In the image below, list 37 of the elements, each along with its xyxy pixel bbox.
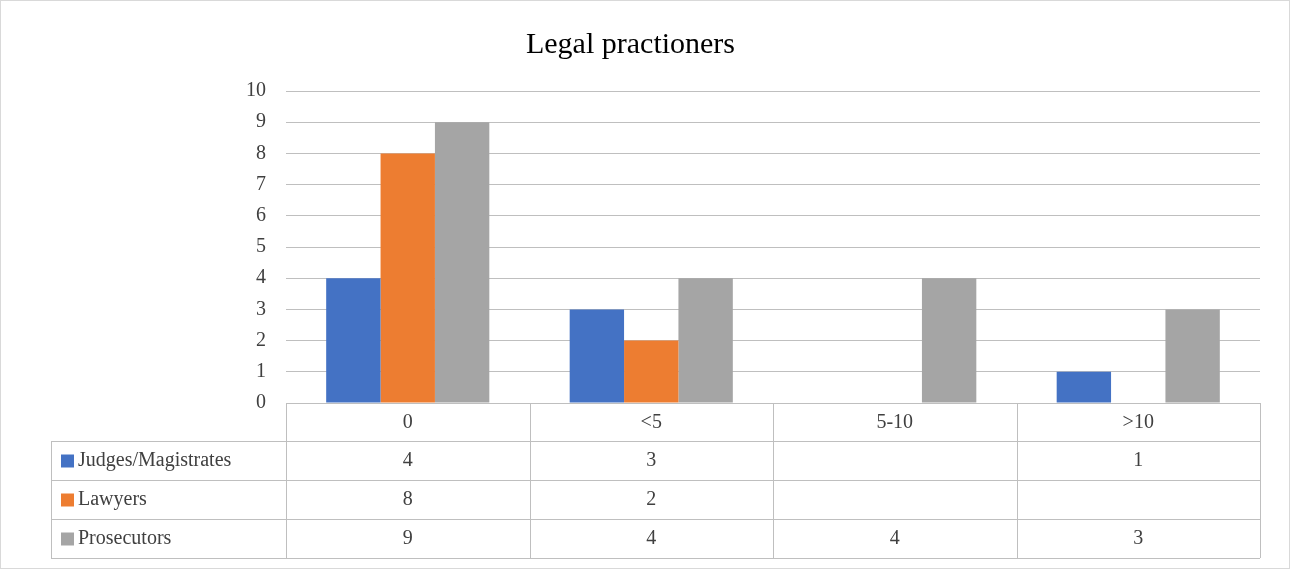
data-label: 4 (646, 525, 657, 548)
data-label: 4 (889, 525, 900, 548)
bar (624, 340, 679, 403)
bar (326, 278, 381, 403)
x-tick-label: >10 (1122, 410, 1154, 433)
data-label: 1 (1133, 447, 1144, 470)
y-tick-label: 2 (256, 327, 266, 350)
data-label: 8 (402, 486, 413, 509)
bar (921, 278, 977, 403)
y-tick-label: 10 (246, 78, 266, 101)
x-tick-label: 0 (402, 410, 413, 433)
y-tick-label: 1 (256, 359, 266, 382)
bar (678, 278, 733, 403)
y-tick-label: 9 (256, 109, 266, 132)
x-tick-label: <5 (640, 410, 662, 433)
y-tick-label: 5 (256, 234, 266, 257)
data-label: 9 (402, 525, 413, 548)
y-tick-label: 4 (256, 265, 266, 288)
x-tick-label: 5-10 (876, 410, 914, 433)
bar (1165, 309, 1220, 403)
y-tick-label: 0 (256, 390, 266, 413)
bar (434, 122, 490, 403)
y-tick-label: 3 (256, 296, 266, 319)
bar (569, 309, 625, 403)
bar (380, 153, 435, 403)
y-tick-label: 8 (256, 140, 266, 163)
data-label: 3 (1133, 525, 1144, 548)
y-tick-label: 7 (256, 171, 266, 194)
chart-title: Legal practioners (525, 25, 736, 59)
data-label: 2 (646, 486, 657, 509)
data-label: 3 (646, 447, 657, 470)
data-label: 4 (402, 447, 413, 470)
legend-label: Lawyers (78, 486, 148, 510)
y-tick-label: 6 (256, 203, 266, 226)
bar (1056, 371, 1112, 403)
legend-label: Prosecutors (78, 525, 172, 548)
legend-label: Judges/Magistrates (78, 447, 232, 471)
